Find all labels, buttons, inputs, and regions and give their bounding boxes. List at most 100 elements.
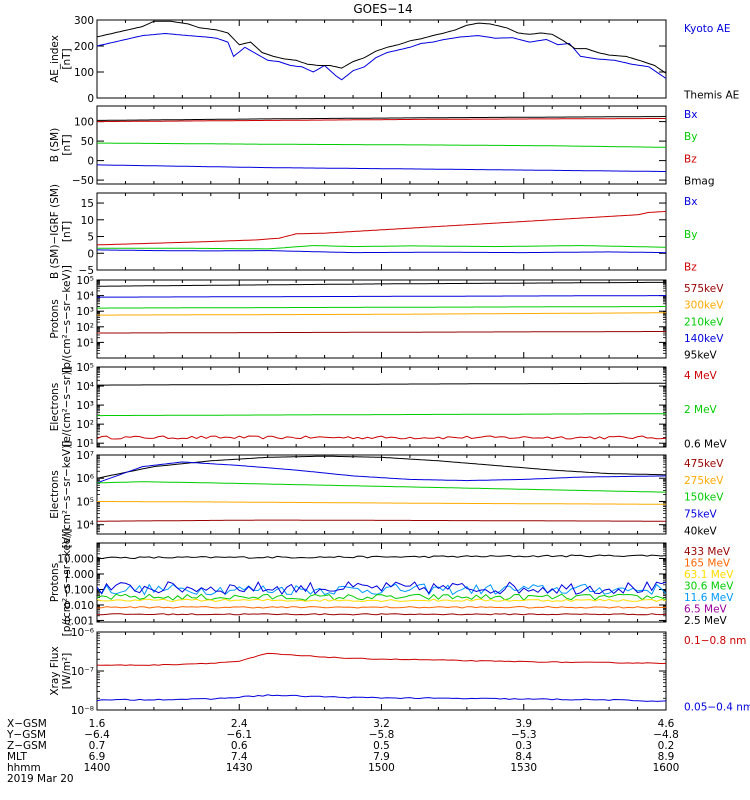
- y-axis-label-line1: Electrons: [49, 383, 61, 432]
- series-line-5: [97, 331, 666, 334]
- y-tick-label: 50: [81, 136, 94, 148]
- legend-entry: 6.5 MeV: [684, 603, 728, 615]
- y-tick-label: 0: [87, 156, 94, 168]
- y-tick-label: 10.000: [57, 553, 94, 565]
- y-axis-label-line1: AE_index: [49, 35, 61, 83]
- y-tick-label: 10⁷: [76, 450, 94, 462]
- y-tick-label: 5: [87, 232, 94, 244]
- y-axis-label-line2: [p/(cm²−s−sr−keV)]: [61, 529, 73, 637]
- series-line-1: [97, 554, 666, 560]
- legend-entry: Bx: [684, 109, 697, 121]
- y-tick-label: 10⁵: [76, 496, 94, 508]
- legend-entry: Themis AE: [683, 90, 739, 102]
- y-tick-label: 0: [87, 248, 94, 260]
- y-axis-label-line1: Xray Flux: [49, 646, 61, 695]
- x-axis-value: −5.8: [369, 729, 395, 741]
- x-axis-value: 0.5: [373, 740, 390, 752]
- y-tick-label: 100: [74, 117, 94, 129]
- date-label: 2019 Mar 20: [7, 773, 74, 785]
- x-axis-row-label: MLT: [7, 751, 27, 763]
- y-tick-label: 10⁻⁸: [71, 705, 94, 717]
- y-axis-label-line2: [e/(cm²−s−sr−keV)]: [61, 441, 73, 549]
- x-axis-value: 1400: [84, 762, 111, 774]
- series-line-2: [97, 118, 666, 123]
- x-axis-value: 6.9: [89, 751, 106, 763]
- y-tick-label: 100: [74, 67, 94, 79]
- legend-entry: 0.1−0.8 nm: [684, 635, 746, 647]
- legend-entry: 40keV: [684, 525, 718, 537]
- x-axis-value: −6.4: [84, 729, 110, 741]
- series-line-5: [97, 598, 666, 603]
- series-line-1: [97, 210, 666, 246]
- y-tick-label: −5: [79, 265, 94, 277]
- x-axis-value: 1500: [368, 762, 395, 774]
- y-tick-label: 10¹: [76, 337, 94, 349]
- y-tick-label: 10²: [76, 419, 94, 431]
- series-line-1: [97, 32, 666, 81]
- series-line-3: [97, 306, 666, 309]
- y-tick-label: 0.100: [64, 584, 94, 596]
- series-line-3: [97, 581, 666, 595]
- legend-entry: 63.1 MeV: [684, 569, 734, 581]
- legend-entry: Kyoto AE: [684, 23, 730, 35]
- x-axis-value: 3.9: [515, 718, 532, 730]
- y-axis-label: Protons [p/(cm²−s−sr−keV)]: [49, 529, 73, 637]
- x-axis-value: 0.7: [89, 740, 106, 752]
- y-tick-label: 10⁶: [76, 473, 94, 485]
- y-axis-label-line2: [nT]: [61, 48, 73, 69]
- legend-entry: 75keV: [684, 509, 718, 521]
- y-tick-label: 0.001: [64, 615, 94, 627]
- legend-entry: 0.05−0.4 nm: [684, 702, 750, 714]
- x-axis-value: 3.2: [373, 718, 390, 730]
- y-axis-label-line1: Protons: [49, 299, 61, 338]
- legend-entry: 165 MeV: [684, 557, 731, 569]
- panel-frame: [96, 279, 667, 359]
- legend-entry: Bz: [684, 262, 697, 274]
- series-line-3: [97, 142, 666, 148]
- y-tick-label: 200: [74, 41, 94, 53]
- legend-entry: 433 MeV: [684, 546, 731, 558]
- panel-frame: [96, 19, 667, 99]
- x-axis-value: 1530: [510, 762, 537, 774]
- series-line-4: [97, 501, 666, 505]
- legend-entry: 2.5 MeV: [684, 615, 728, 627]
- y-tick-label: 10⁵: [76, 275, 94, 287]
- x-axis-row-label: X−GSM: [7, 718, 47, 730]
- x-axis-value: 2.4: [231, 718, 248, 730]
- series-line-3: [97, 249, 666, 254]
- legend-entry: Bx: [684, 196, 697, 208]
- y-axis-label-line1: Protons: [49, 563, 61, 602]
- legend-entry: Bmag: [684, 176, 715, 188]
- legend-entry: 275keV: [684, 475, 724, 487]
- legend-entry: 2 MeV: [684, 404, 718, 416]
- x-axis-value: 0.6: [231, 740, 248, 752]
- series-line-3: [97, 435, 666, 440]
- x-axis-value: 1600: [653, 762, 680, 774]
- x-axis-value: 8.4: [515, 751, 532, 763]
- panel-frame: [96, 454, 667, 535]
- legend-entry: 150keV: [684, 492, 724, 504]
- y-axis-label-line2: [W/m²]: [61, 653, 73, 690]
- legend-entry: Bz: [684, 153, 697, 165]
- y-tick-label: 15: [81, 198, 94, 210]
- x-axis-row-label: hhmm: [7, 762, 41, 774]
- y-tick-label: 10⁴: [76, 520, 94, 532]
- y-tick-label: 300: [74, 15, 94, 27]
- series-line-1: [97, 116, 666, 121]
- y-tick-label: 10⁻⁶: [71, 627, 94, 639]
- series-line-2: [97, 245, 666, 250]
- legend-entry: 300keV: [684, 300, 724, 312]
- series-line-5: [97, 519, 666, 522]
- legend-entry: 11.6 MeV: [684, 592, 734, 604]
- y-axis-label: Xray Flux [W/m²]: [49, 646, 73, 695]
- x-axis-row-label: Z−GSM: [7, 740, 47, 752]
- y-axis-label-line1: B (SM)−IGRF (SM): [49, 184, 61, 279]
- y-axis-label: Electrons [e/(cm²−s−sr)]: [49, 367, 73, 446]
- x-axis-value: −4.8: [653, 729, 679, 741]
- legend-entry: 0.6 MeV: [684, 438, 728, 450]
- series-line-7: [97, 613, 666, 616]
- legend-entry: 475keV: [684, 458, 724, 470]
